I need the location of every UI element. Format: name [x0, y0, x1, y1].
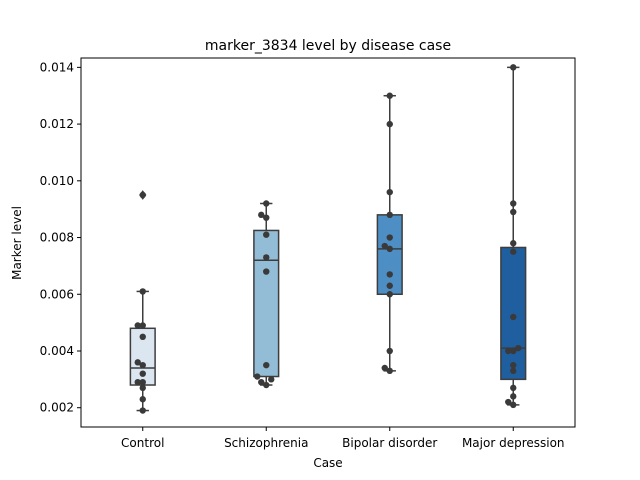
y-axis-label: Marker level	[10, 206, 24, 280]
data-point	[254, 373, 261, 380]
data-point	[258, 211, 265, 219]
data-point	[139, 333, 146, 341]
data-point	[139, 361, 146, 369]
x-axis-label: Case	[313, 456, 342, 470]
data-point	[263, 381, 270, 389]
y-tick-label: 0.002	[40, 401, 74, 415]
box-iqr	[376, 214, 403, 296]
data-point	[386, 188, 393, 196]
data-point	[139, 370, 146, 377]
data-point	[386, 282, 393, 289]
y-tick-label: 0.014	[40, 60, 74, 74]
data-point	[386, 245, 393, 253]
data-point	[510, 393, 517, 400]
data-point	[139, 384, 146, 392]
data-point	[263, 200, 270, 207]
x-tick-label: Major depression	[462, 436, 565, 450]
data-point	[510, 401, 517, 409]
data-point	[139, 191, 146, 199]
y-tick-label: 0.008	[40, 231, 74, 245]
data-point	[510, 208, 517, 216]
data-point	[505, 347, 512, 355]
data-point	[386, 291, 393, 298]
data-point	[510, 64, 517, 71]
data-point	[258, 378, 265, 386]
data-point	[139, 407, 146, 414]
data-point	[263, 231, 270, 238]
data-point	[510, 361, 517, 369]
data-point	[134, 359, 141, 366]
x-tick-label: Schizophrenia	[224, 436, 308, 450]
data-point	[515, 344, 522, 352]
data-point	[134, 322, 141, 329]
data-point	[510, 313, 517, 321]
data-point	[263, 361, 270, 369]
data-point	[386, 367, 393, 375]
data-point	[263, 214, 270, 221]
data-point	[134, 378, 141, 386]
box-iqr	[500, 246, 527, 381]
plot-frame	[80, 57, 576, 428]
data-point	[386, 271, 393, 278]
x-tick-label: Control	[121, 436, 164, 450]
y-tick-label: 0.004	[40, 344, 74, 358]
data-point	[381, 242, 388, 250]
data-point	[505, 398, 512, 406]
data-point	[139, 378, 146, 386]
data-point	[386, 120, 393, 128]
data-point	[139, 322, 146, 329]
data-point	[386, 234, 393, 241]
y-tick-label: 0.010	[40, 174, 74, 188]
box-iqr	[253, 229, 280, 378]
y-tick-label: 0.012	[40, 117, 74, 131]
data-point	[510, 200, 517, 207]
data-point	[386, 92, 393, 99]
chart-title: marker_3834 level by disease case	[205, 38, 451, 54]
data-point	[386, 347, 393, 355]
data-point	[510, 384, 517, 392]
data-point	[510, 347, 517, 355]
data-point	[263, 254, 270, 261]
data-point	[268, 376, 275, 383]
data-point	[139, 288, 146, 295]
data-point	[510, 367, 517, 375]
data-point	[386, 211, 393, 219]
y-tick-label: 0.006	[40, 287, 74, 301]
data-point	[510, 248, 517, 255]
data-point	[139, 396, 146, 403]
data-point	[381, 364, 388, 372]
data-point	[263, 268, 270, 275]
x-tick-label: Bipolar disorder	[342, 436, 437, 450]
data-point	[510, 240, 517, 247]
